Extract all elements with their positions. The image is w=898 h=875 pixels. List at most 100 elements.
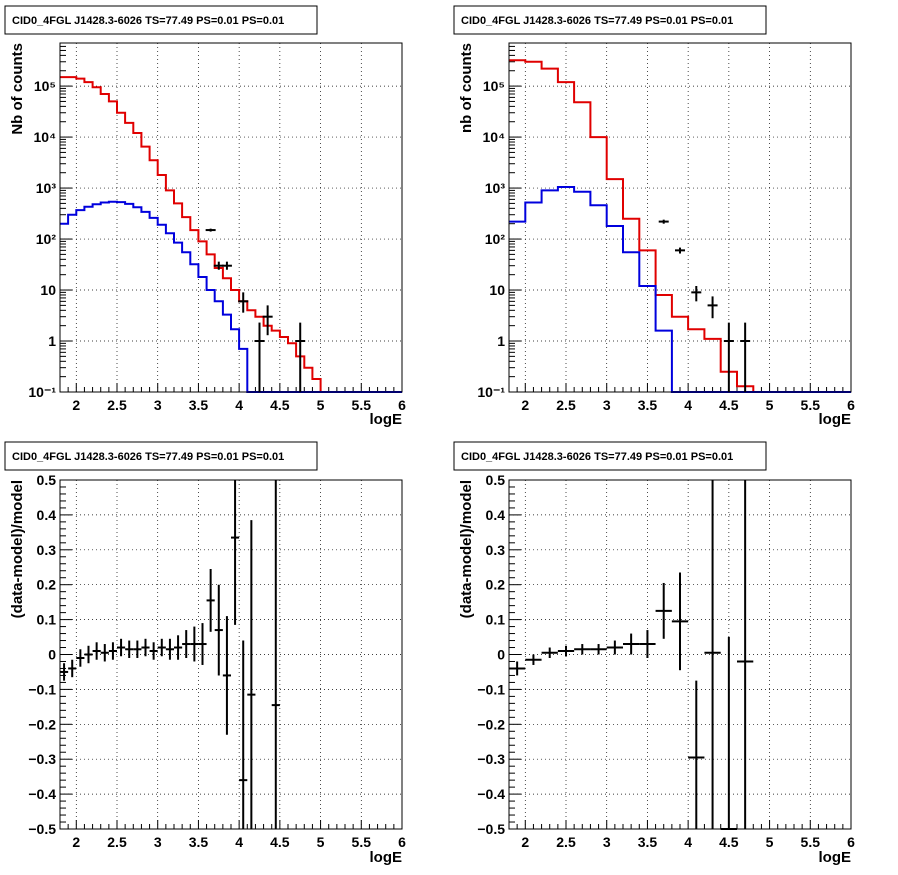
y-tick-label: −0.5 [28, 821, 56, 837]
title-box [453, 441, 767, 471]
data-point [723, 322, 734, 392]
x-tick-label: 4.5 [719, 834, 739, 850]
y-tick-label: 0 [497, 647, 505, 663]
x-axis-title: logE [819, 849, 852, 866]
data-point [574, 644, 591, 655]
data-point [117, 638, 126, 657]
tick-marks [59, 479, 403, 830]
y-tick-label: 0.3 [37, 542, 57, 558]
x-tick-label: 4 [684, 397, 692, 413]
x-tick-label: 6 [398, 834, 406, 850]
x-tick-label: 2.5 [107, 397, 127, 413]
plot-frame [508, 42, 852, 393]
y-tick-label: 10⁵ [483, 78, 505, 94]
data-point [675, 247, 685, 254]
y-tick-label: −0.3 [477, 751, 505, 767]
x-tick-label: 5 [317, 834, 325, 850]
tick-marks [508, 42, 852, 393]
histogram-line [509, 186, 851, 393]
data-point [221, 261, 232, 270]
y-tick-label: 10² [36, 231, 57, 247]
grid-lines [509, 43, 851, 392]
x-tick-label: 6 [847, 834, 855, 850]
data-point [239, 640, 248, 829]
plot-frame [59, 42, 403, 393]
x-tick-label: 4.5 [270, 397, 290, 413]
x-tick-label: 2.5 [556, 397, 576, 413]
x-tick-label: 5 [317, 397, 325, 413]
data-point [655, 582, 672, 639]
histogram-line [60, 76, 402, 393]
y-tick-label: 10³ [485, 180, 506, 196]
y-tick-label: 0.3 [486, 542, 506, 558]
panel-bottom-right: logE (data-model)/model 2 2.5 3 3.5 4 4.5 5 5.5… [453, 441, 855, 866]
data-point [214, 584, 223, 676]
data-point [133, 640, 142, 658]
y-tick-label: 10⁴ [34, 129, 57, 145]
data-point [149, 642, 158, 660]
y-axis-title: Nb of counts [9, 43, 26, 135]
tick-labels: 2 2.5 3 3.5 4 4.5 5 5.5 6 −0.5 −0.4 −0.3 −0.2 −0.1 0 0.… [28, 472, 406, 850]
x-tick-label: 6 [398, 397, 406, 413]
data-point [606, 640, 623, 655]
data-point [198, 623, 207, 665]
y-tick-label: 0.1 [486, 612, 506, 628]
y-tick-label: 10⁵ [34, 78, 56, 94]
data-point [707, 296, 718, 319]
y-tick-label: 10 [40, 282, 56, 298]
data-point [231, 480, 240, 625]
y-tick-label: 0.2 [37, 577, 57, 593]
x-tick-label: 4 [235, 834, 243, 850]
title-box [4, 441, 318, 471]
data-point [688, 680, 705, 829]
panel-bottom-left: logE (data-model)/model 2 2.5 3 3.5 4 4.5 5 5.5… [4, 441, 406, 866]
tick-marks [59, 42, 403, 393]
data-point [68, 659, 77, 678]
data-point [658, 219, 669, 224]
data-point [541, 647, 558, 658]
data-point [271, 480, 280, 829]
data-point [108, 642, 117, 660]
data-point [238, 292, 249, 313]
data-point [671, 572, 689, 671]
x-tick-label: 3.5 [189, 834, 209, 850]
data-point [100, 644, 109, 662]
data-point [60, 663, 69, 681]
x-tick-label: 5.5 [352, 397, 372, 413]
y-tick-label: 0.2 [486, 577, 506, 593]
chart-title: CID0_4FGL J1428.3-6026 TS=77.49 PS=0.01 … [12, 15, 284, 27]
x-axis-title: logE [370, 411, 403, 428]
y-tick-label: −0.1 [28, 681, 56, 697]
data-point [206, 568, 215, 632]
x-tick-label: 3 [154, 834, 162, 850]
y-tick-label: 10⁻¹ [28, 384, 56, 400]
histogram-line [509, 59, 851, 393]
x-tick-label: 2 [521, 397, 529, 413]
y-tick-label: 0.4 [486, 507, 506, 523]
y-tick-label: −0.4 [477, 786, 505, 802]
x-axis-title: logE [370, 849, 403, 866]
x-tick-label: 3.5 [638, 834, 658, 850]
x-tick-label: 3.5 [638, 397, 658, 413]
data-point [262, 305, 273, 336]
x-tick-label: 4.5 [270, 834, 290, 850]
x-tick-label: 2 [72, 397, 80, 413]
data-point [222, 616, 231, 735]
x-tick-label: 2 [72, 834, 80, 850]
y-tick-label: −0.1 [477, 681, 505, 697]
data-point [247, 520, 256, 829]
x-tick-label: 4 [684, 834, 692, 850]
x-tick-label: 5.5 [352, 834, 372, 850]
x-tick-label: 2.5 [556, 834, 576, 850]
x-tick-label: 5.5 [801, 834, 821, 850]
x-tick-label: 3 [603, 397, 611, 413]
title-box [453, 5, 767, 35]
tick-labels: 2 2.5 3 3.5 4 4.5 5 5.5 6 −0.5 −0.4 −0.3 −0.2 −0.1 0 0.… [477, 472, 855, 850]
data-point [76, 649, 85, 667]
y-axis-title: (data-model)/model [9, 480, 26, 618]
chart-title: CID0_4FGL J1428.3-6026 TS=77.49 PS=0.01 … [461, 15, 733, 27]
data-point [165, 638, 174, 660]
x-tick-label: 2 [521, 834, 529, 850]
x-tick-label: 3 [154, 397, 162, 413]
